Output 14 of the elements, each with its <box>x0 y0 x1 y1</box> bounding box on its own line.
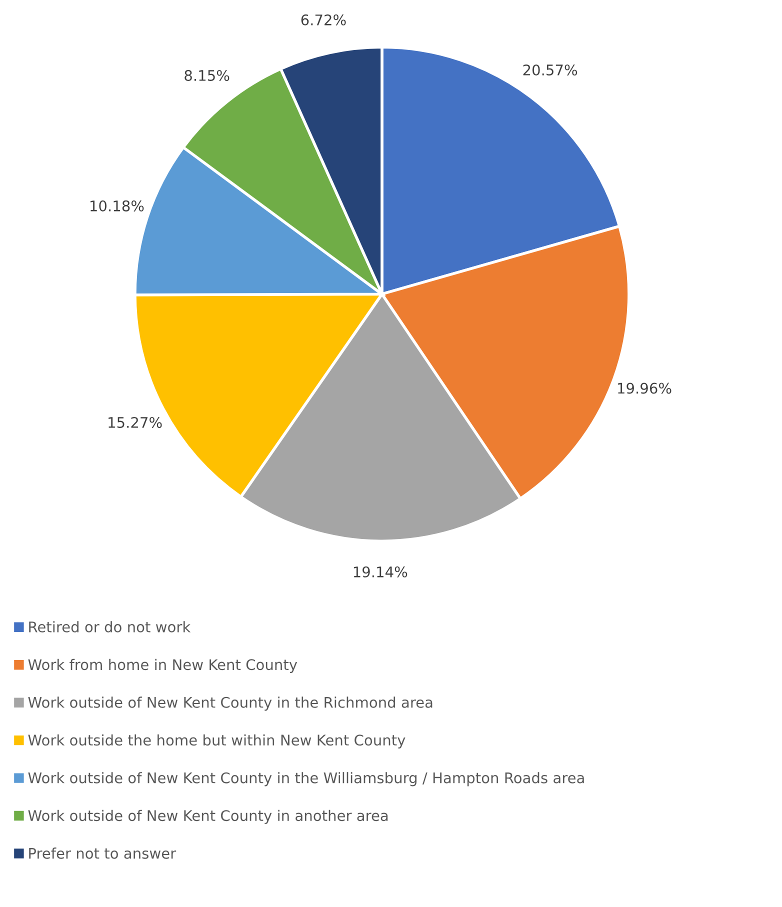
legend-label: Retired or do not work <box>29 621 191 632</box>
data-label: 20.57% <box>523 64 578 76</box>
legend-label: Work outside of New Kent County in the Williamsburg / Hampton Roads area <box>28 772 584 786</box>
legend-label: Prefer not to answer <box>29 848 176 859</box>
legend-label: Work from home in New Kent County <box>28 658 298 673</box>
data-label: 19.96% <box>618 382 672 394</box>
data-label: 10.18% <box>90 200 144 212</box>
data-label: 15.27% <box>108 416 162 428</box>
legend-label: Work outside of New Kent County in the Richmond area <box>28 696 432 711</box>
data-label: 8.15% <box>184 70 230 82</box>
legend-label: Work outside the home but within New Kent County <box>28 734 406 748</box>
legend-label: Work outside of New Kent County in another area <box>28 810 388 824</box>
data-label: 19.14% <box>354 566 408 578</box>
data-label: 6.72% <box>301 14 346 26</box>
